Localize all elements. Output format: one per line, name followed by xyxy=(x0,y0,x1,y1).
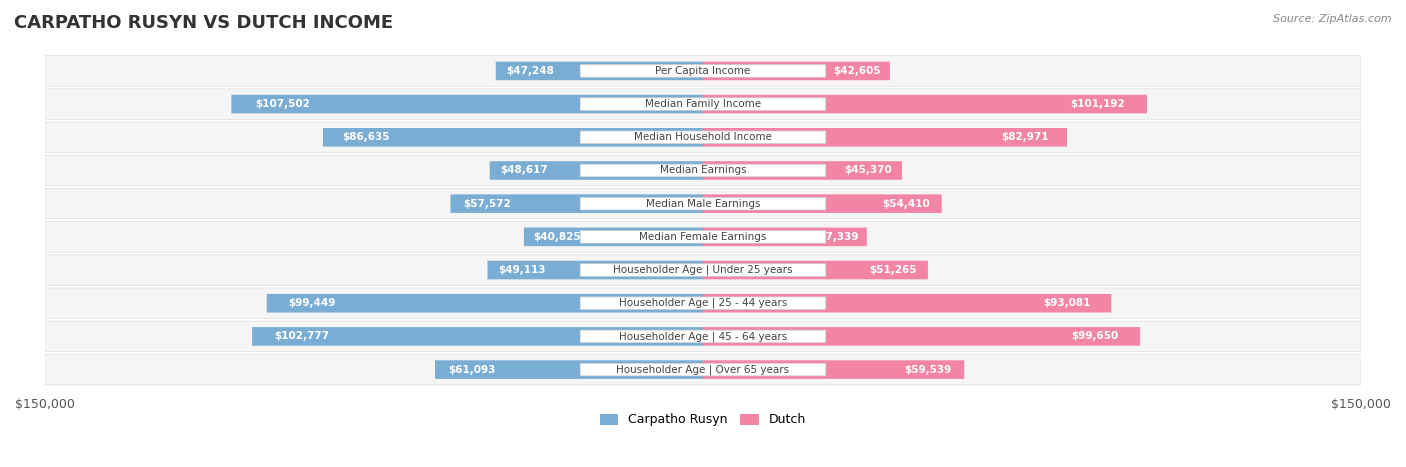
FancyBboxPatch shape xyxy=(45,155,1361,186)
FancyBboxPatch shape xyxy=(252,327,703,346)
FancyBboxPatch shape xyxy=(703,95,1147,113)
Text: $59,539: $59,539 xyxy=(904,365,950,375)
FancyBboxPatch shape xyxy=(45,288,1361,318)
Text: $61,093: $61,093 xyxy=(449,365,496,375)
FancyBboxPatch shape xyxy=(450,194,703,213)
FancyBboxPatch shape xyxy=(703,227,868,246)
FancyBboxPatch shape xyxy=(45,122,1361,153)
Text: $86,635: $86,635 xyxy=(342,132,389,142)
FancyBboxPatch shape xyxy=(703,161,903,180)
Text: $57,572: $57,572 xyxy=(463,198,510,209)
Text: Median Household Income: Median Household Income xyxy=(634,132,772,142)
Text: Median Earnings: Median Earnings xyxy=(659,165,747,176)
FancyBboxPatch shape xyxy=(45,56,1361,86)
FancyBboxPatch shape xyxy=(581,164,825,177)
Text: $51,265: $51,265 xyxy=(869,265,917,275)
FancyBboxPatch shape xyxy=(45,89,1361,120)
FancyBboxPatch shape xyxy=(703,194,942,213)
Text: $47,248: $47,248 xyxy=(506,66,554,76)
Text: $82,971: $82,971 xyxy=(1001,132,1049,142)
Text: $48,617: $48,617 xyxy=(501,165,548,176)
Text: Source: ZipAtlas.com: Source: ZipAtlas.com xyxy=(1274,14,1392,24)
Text: $45,370: $45,370 xyxy=(845,165,891,176)
Text: $99,449: $99,449 xyxy=(288,298,336,308)
FancyBboxPatch shape xyxy=(45,221,1361,252)
Text: Median Male Earnings: Median Male Earnings xyxy=(645,198,761,209)
FancyBboxPatch shape xyxy=(581,198,825,210)
Text: $42,605: $42,605 xyxy=(832,66,880,76)
FancyBboxPatch shape xyxy=(45,321,1361,352)
FancyBboxPatch shape xyxy=(581,98,825,110)
FancyBboxPatch shape xyxy=(581,330,825,343)
Text: Per Capita Income: Per Capita Income xyxy=(655,66,751,76)
FancyBboxPatch shape xyxy=(267,294,703,312)
FancyBboxPatch shape xyxy=(323,128,703,147)
FancyBboxPatch shape xyxy=(581,231,825,243)
FancyBboxPatch shape xyxy=(703,327,1140,346)
FancyBboxPatch shape xyxy=(488,261,703,279)
FancyBboxPatch shape xyxy=(489,161,703,180)
FancyBboxPatch shape xyxy=(45,354,1361,385)
FancyBboxPatch shape xyxy=(524,227,703,246)
FancyBboxPatch shape xyxy=(232,95,703,113)
FancyBboxPatch shape xyxy=(703,62,890,80)
Text: Householder Age | Under 25 years: Householder Age | Under 25 years xyxy=(613,265,793,275)
Text: $49,113: $49,113 xyxy=(498,265,546,275)
Text: $101,192: $101,192 xyxy=(1070,99,1125,109)
Text: Median Family Income: Median Family Income xyxy=(645,99,761,109)
FancyBboxPatch shape xyxy=(581,297,825,310)
Text: CARPATHO RUSYN VS DUTCH INCOME: CARPATHO RUSYN VS DUTCH INCOME xyxy=(14,14,394,32)
FancyBboxPatch shape xyxy=(496,62,703,80)
Text: $99,650: $99,650 xyxy=(1071,332,1118,341)
Text: Householder Age | 25 - 44 years: Householder Age | 25 - 44 years xyxy=(619,298,787,309)
Text: $54,410: $54,410 xyxy=(882,198,929,209)
Text: $102,777: $102,777 xyxy=(274,332,330,341)
Text: $93,081: $93,081 xyxy=(1043,298,1091,308)
Text: Median Female Earnings: Median Female Earnings xyxy=(640,232,766,242)
FancyBboxPatch shape xyxy=(581,264,825,276)
FancyBboxPatch shape xyxy=(581,131,825,143)
FancyBboxPatch shape xyxy=(703,294,1111,312)
Text: Householder Age | Over 65 years: Householder Age | Over 65 years xyxy=(616,364,790,375)
FancyBboxPatch shape xyxy=(45,188,1361,219)
Text: $40,825: $40,825 xyxy=(533,232,581,242)
Text: Householder Age | 45 - 64 years: Householder Age | 45 - 64 years xyxy=(619,331,787,342)
Text: $37,339: $37,339 xyxy=(811,232,859,242)
FancyBboxPatch shape xyxy=(703,361,965,379)
Legend: Carpatho Rusyn, Dutch: Carpatho Rusyn, Dutch xyxy=(595,409,811,432)
FancyBboxPatch shape xyxy=(45,255,1361,285)
FancyBboxPatch shape xyxy=(434,361,703,379)
FancyBboxPatch shape xyxy=(581,64,825,77)
FancyBboxPatch shape xyxy=(581,363,825,376)
FancyBboxPatch shape xyxy=(703,261,928,279)
Text: $107,502: $107,502 xyxy=(254,99,309,109)
FancyBboxPatch shape xyxy=(703,128,1067,147)
